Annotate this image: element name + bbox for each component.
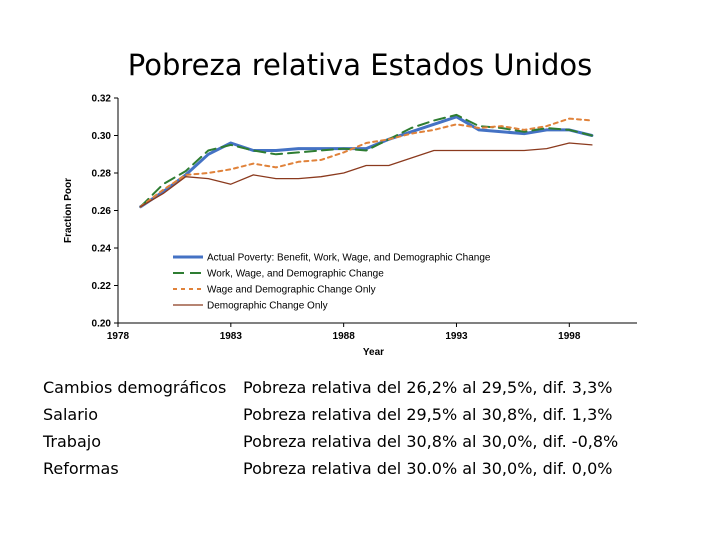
note-row-reforms: Reformas Pobreza relativa del 30.0% al 3… <box>43 455 683 482</box>
x-tick-label: 1998 <box>558 331 581 342</box>
y-tick-label: 0.28 <box>92 169 112 180</box>
legend-label-1: Actual Poverty: Benefit, Work, Wage, and… <box>207 253 491 264</box>
y-tick-label: 0.22 <box>92 281 112 292</box>
series-line-4 <box>139 142 593 208</box>
y-tick-label: 0.26 <box>92 206 112 217</box>
note-row-salary: Salario Pobreza relativa del 29,5% al 30… <box>43 401 683 428</box>
y-tick-label: 0.24 <box>92 244 112 255</box>
y-tick-label: 0.30 <box>92 131 112 142</box>
legend-label-4: Demographic Change Only <box>207 301 328 312</box>
y-tick-label: 0.20 <box>92 319 112 330</box>
note-effect: Pobreza relativa del 30.0% al 30,0%, dif… <box>243 459 613 478</box>
y-axis-label: Fraction Poor <box>63 178 74 243</box>
note-row-work: Trabajo Pobreza relativa del 30,8% al 30… <box>43 428 683 455</box>
series-line-1 <box>139 115 594 209</box>
note-row-demographic: Cambios demográficos Pobreza relativa de… <box>43 374 683 401</box>
series-line-3 <box>139 117 593 208</box>
x-tick-label: 1988 <box>333 331 356 342</box>
x-axis-label: Year <box>363 347 384 358</box>
note-factor: Salario <box>43 405 99 424</box>
note-factor: Reformas <box>43 459 119 478</box>
x-tick-label: 1993 <box>445 331 468 342</box>
legend-label-3: Wage and Demographic Change Only <box>207 285 376 296</box>
note-effect: Pobreza relativa del 29,5% al 30,8%, dif… <box>243 405 613 424</box>
poverty-line-chart: 0.20 0.22 0.24 0.26 0.28 0.30 0.32 1978 1983 1988… <box>63 94 637 358</box>
x-tick-label: 1978 <box>107 331 130 342</box>
note-effect: Pobreza relativa del 30,8% al 30,0%, dif… <box>243 432 619 451</box>
slide-title: Pobreza relativa Estados Unidos <box>127 48 593 82</box>
series-line-2 <box>139 113 593 208</box>
note-factor: Trabajo <box>43 432 101 451</box>
x-tick-label: 1983 <box>220 331 243 342</box>
legend-label-2: Work, Wage, and Demographic Change <box>207 269 384 280</box>
y-tick-label: 0.32 <box>92 94 112 105</box>
note-factor: Cambios demográficos <box>43 378 227 397</box>
note-effect: Pobreza relativa del 26,2% al 29,5%, dif… <box>243 378 613 397</box>
poverty-notes: Cambios demográficos Pobreza relativa de… <box>43 374 683 482</box>
